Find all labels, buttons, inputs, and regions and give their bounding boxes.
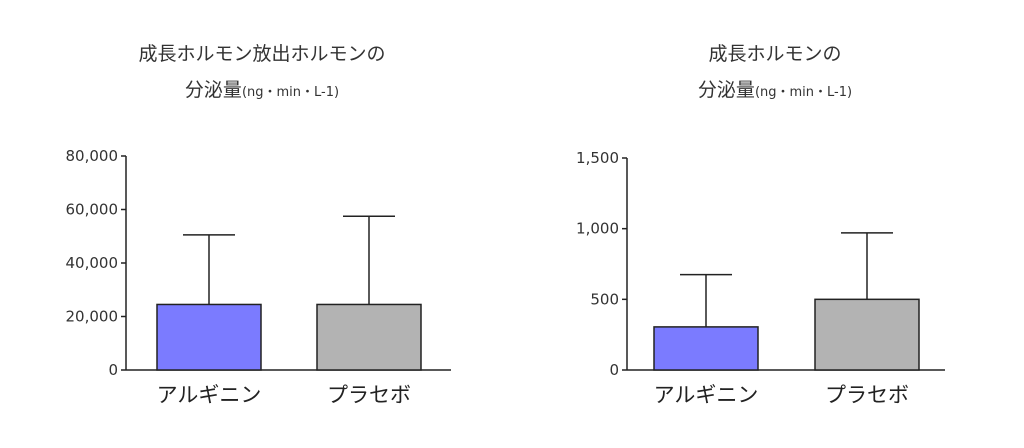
- chart2-title-line1: 成長ホルモンの: [708, 43, 841, 65]
- chart1-y-tick-label: 40,000: [66, 254, 119, 272]
- chart1-y-tick-label: 0: [108, 361, 118, 379]
- chart2-bar: [653, 326, 759, 371]
- chart2-category-label: アルギニン: [654, 383, 759, 407]
- chart2-y-tick-label: 0: [609, 361, 619, 379]
- chart1-category-label: アルギニン: [157, 383, 262, 407]
- chart1-bar: [316, 303, 422, 371]
- chart1-title-line1: 成長ホルモン放出ホルモンの: [138, 43, 385, 65]
- chart2-plot: 0 500 1,000 1,500 アルギニン プラセボ: [576, 149, 945, 407]
- chart2-title-line2: 分泌量(ng・min・L-1): [698, 79, 852, 101]
- chart1-category-label: プラセボ: [327, 383, 411, 407]
- chart2-y-tick-label: 1,000: [576, 220, 619, 238]
- chart1-y-tick-label: 80,000: [66, 147, 119, 165]
- chart1-y-tick-label: 60,000: [66, 201, 119, 219]
- chart1-bar: [156, 303, 262, 371]
- chart2-unit: (ng・min・L-1): [755, 85, 852, 100]
- chart2-y-tick-label: 500: [590, 290, 619, 308]
- chart1-title-line2: 分泌量(ng・min・L-1): [185, 79, 339, 101]
- chart1-title-main: 分泌量: [185, 79, 242, 101]
- chart2-bar: [814, 298, 920, 371]
- chart1-unit: (ng・min・L-1): [242, 85, 339, 100]
- chart2-y-tick-label: 1,500: [576, 149, 619, 167]
- chart2-title-main: 分泌量: [698, 79, 755, 101]
- chart1-plot: 0 20,000 40,000 60,000 80,000 アルギニン プラセボ: [66, 147, 451, 407]
- chart2-category-label: プラセボ: [825, 383, 909, 407]
- chart1-y-tick-label: 20,000: [66, 308, 119, 326]
